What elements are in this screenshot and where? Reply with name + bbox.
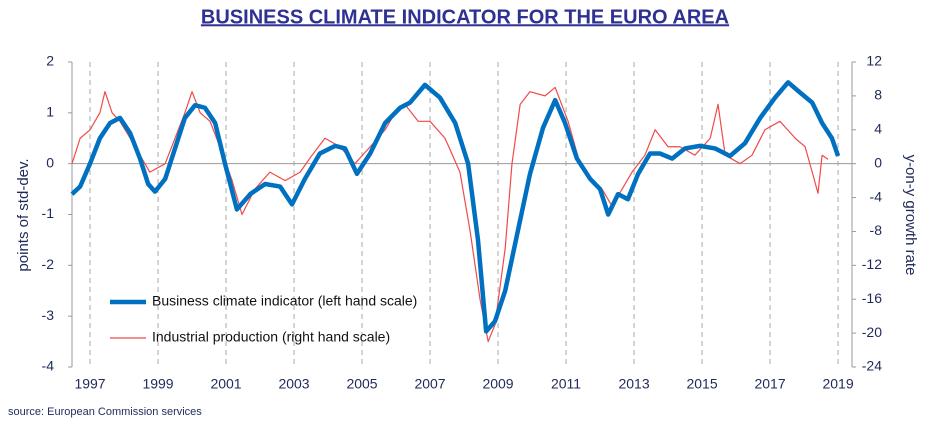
- y-tick-label: 1: [46, 104, 54, 120]
- x-tick-label: 2013: [618, 376, 649, 392]
- y2-tick-label: -12: [862, 256, 882, 272]
- legend-label: Business climate indicator (left hand sc…: [152, 293, 417, 309]
- y2-tick-label: 12: [866, 53, 882, 69]
- y2-tick-label: -24: [862, 358, 882, 374]
- legend-label: Industrial production (right hand scale): [152, 329, 390, 345]
- x-tick-label: 2019: [822, 376, 853, 392]
- y-tick-label: -2: [42, 256, 55, 272]
- x-tick-label: 2009: [482, 376, 513, 392]
- series-line: [70, 80, 841, 334]
- y2-tick-label: -4: [870, 188, 883, 204]
- y2-tick-label: 0: [874, 154, 882, 170]
- y-tick-label: 0: [46, 154, 54, 170]
- x-tick-label: 2005: [346, 376, 377, 392]
- y-tick-label: -3: [42, 307, 55, 323]
- series-line: [71, 86, 829, 343]
- y-tick-label: 2: [46, 53, 54, 69]
- chart-title: BUSINESS CLIMATE INDICATOR FOR THE EURO …: [201, 6, 729, 28]
- x-tick-label: 1997: [74, 376, 105, 392]
- source-note: source: European Commission services: [8, 406, 202, 418]
- x-tick-label: 2011: [551, 376, 581, 392]
- y2-tick-label: -20: [862, 324, 882, 340]
- x-tick-label: 1999: [142, 376, 173, 392]
- x-tick-label: 2001: [210, 376, 241, 392]
- x-tick-label: 2007: [414, 376, 445, 392]
- y2-tick-label: -8: [870, 222, 883, 238]
- y2-tick-label: -16: [862, 290, 882, 306]
- y2-tick-label: 4: [874, 120, 882, 136]
- y-axis-label: points of std-dev.: [15, 158, 32, 271]
- y-tick-label: -1: [42, 205, 55, 221]
- y2-axis-label: y-on-y growth rate: [902, 155, 919, 276]
- x-tick-label: 2003: [278, 376, 309, 392]
- x-tick-label: 2015: [686, 376, 717, 392]
- y-tick-label: -4: [42, 358, 55, 374]
- y2-tick-label: 8: [874, 87, 882, 103]
- x-tick-label: 2017: [754, 376, 785, 392]
